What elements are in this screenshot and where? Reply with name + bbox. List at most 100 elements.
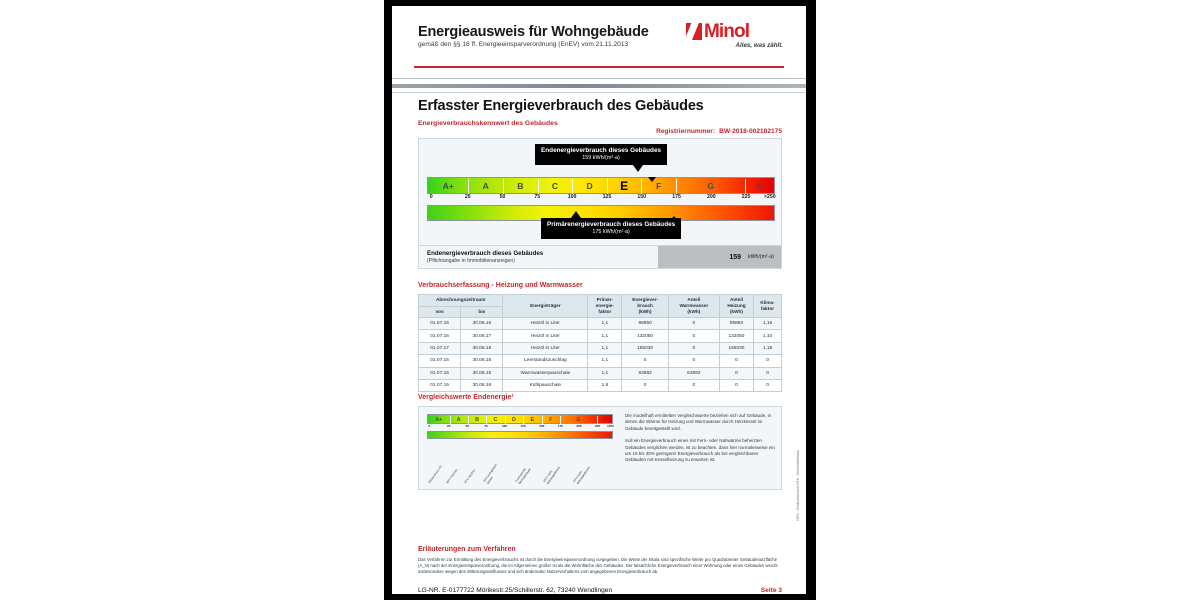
callout-primaerenergie-value: 175 kWh/(m²·a) <box>592 229 630 235</box>
cell-climate: 0 <box>753 354 782 368</box>
col-cons-l1: Energiever- <box>632 297 658 302</box>
comparison-explanation: Die modellhaft ermittelten Vergleichswer… <box>625 413 775 464</box>
cmp-tick-200: 200 <box>576 424 582 428</box>
cell-carrier: Warmwasserpauschale <box>502 366 589 380</box>
comparison-scale: A+ A B C D E F G H 0 25 50 75 <box>427 414 614 439</box>
cmp-class-divider <box>449 415 451 425</box>
cmp-tick-125: 125 <box>520 424 526 428</box>
scale-footer-line1: Endenergieverbrauch dieses Gebäudes <box>427 250 544 257</box>
col-pef: Primär- energie- faktor <box>587 294 623 318</box>
energy-class-f: F <box>656 181 662 191</box>
energy-class-bar: A+ A B C D E F G H <box>427 177 775 194</box>
scale-footer-labels: Endenergieverbrauch dieses Gebäudes (Pfl… <box>427 250 543 264</box>
table-row: 01.07.15 30.06.16 Heizöl in Liter 1,1 96850 0… <box>417 316 782 331</box>
document-body: Erfasster Energieverbrauch des Gebäudes … <box>392 98 806 594</box>
explanation-heading: Erläuterungen zum Verfahren <box>418 546 516 553</box>
class-divider <box>641 179 643 194</box>
col-period-from: von <box>417 305 462 318</box>
tick-25: 25 <box>464 194 471 200</box>
cmp-tick-50: 50 <box>465 424 470 428</box>
cell-pef: 1,1 <box>587 341 623 356</box>
header-gradient-bar <box>392 84 806 88</box>
cell-to: 30.06.18 <box>460 378 504 393</box>
header-grey-rule-bottom <box>392 92 806 93</box>
cell-to: 30.06.18 <box>460 354 504 368</box>
cmp-tick-25: 25 <box>447 424 451 428</box>
col-pef-l1: Primär- <box>596 297 614 302</box>
cmp-class-divider <box>596 415 598 425</box>
class-divider <box>537 179 539 194</box>
col-cons-l2: brauch <box>637 303 653 308</box>
cell-pef: 1,1 <box>587 316 623 331</box>
table-row: 01.07.15 30.06.18 Leerstandszuschlag 1,1 0 0 0… <box>417 354 782 368</box>
tick-225: 225 <box>741 194 751 200</box>
col-pef-l3: faktor <box>598 309 612 314</box>
class-divider <box>606 179 608 194</box>
registration-label: Registriernummer: <box>656 128 716 135</box>
col-heat-l2: Heizung <box>727 303 746 308</box>
cell-heating: 155030 <box>718 341 755 356</box>
comparison-category: Effizienzhaus 40 <box>427 465 443 485</box>
cell-carrier: Heizöl in Liter <box>502 341 589 356</box>
cmp-tick-175: 175 <box>557 424 563 428</box>
header-title: Energieausweis für Wohngebäude <box>418 24 649 40</box>
scale-footer-line2: (Pflichtangabe in Immobilienanzeigen) <box>427 258 515 264</box>
cell-climate: 1,19 <box>753 341 782 356</box>
energy-scale-panel: Endenergieverbrauch dieses Gebäudes 159 … <box>418 138 782 269</box>
col-climate: Klima- faktor <box>753 294 782 318</box>
table-row: 01.07.17 30.06.18 Heizöl in Liter 1,1 155030… <box>417 341 782 356</box>
tick-150: 150 <box>637 194 647 200</box>
tick-100: 100 <box>567 194 577 200</box>
cmp-class-f: F <box>549 417 553 423</box>
col-heat-l1: Anteil <box>729 297 743 302</box>
class-divider <box>676 179 678 194</box>
cmp-tick-250: >250 <box>606 424 614 428</box>
endenergie-marker-icon <box>648 177 657 182</box>
comparison-paragraph-1: Die modellhaft ermittelten Vergleichswer… <box>625 413 772 431</box>
energy-scale-bars: A+ A B C D E F G H 0 25 50 <box>427 177 776 221</box>
header-grey-rule-top <box>392 78 806 79</box>
cell-from: 01.07.15 <box>417 354 462 368</box>
comparison-category-labels: Effizienzhaus 40 MFH Neubau EFH Neubau EFH … <box>427 443 617 487</box>
energy-class-b: B <box>517 181 524 191</box>
cell-from: 01.07.16 <box>417 329 462 343</box>
cell-hot-water: 63692 <box>667 366 720 380</box>
scale-footer-unit: kWh/(m²·a) <box>748 254 774 260</box>
cell-consumption: 0 <box>621 378 669 393</box>
table-header-row: Abrechnungszeitraum Energieträger Primär… <box>417 294 782 318</box>
cmp-class-divider <box>486 415 487 425</box>
cell-climate: 1,10 <box>753 329 782 343</box>
comparison-class-bar: A+ A B C D E F G H <box>427 414 613 425</box>
cell-heating: 96850 <box>718 316 755 331</box>
cmp-class-divider <box>523 415 524 425</box>
comparison-ticks: 0 25 50 75 100 125 150 175 200 225 >250 <box>427 424 613 430</box>
cmp-class-d: D <box>511 417 516 423</box>
cell-hot-water: 0 <box>667 316 720 331</box>
comparison-panel: A+ A B C D E F G H 0 25 50 75 <box>418 406 782 490</box>
cmp-class-divider <box>559 415 561 425</box>
logo-row: Minol <box>686 21 784 42</box>
document-header: Energieausweis für Wohngebäude gemäß den… <box>392 14 806 66</box>
cmp-tick-225: 225 <box>594 424 601 428</box>
energy-class-d: D <box>586 181 593 191</box>
col-hw-l1: Anteil <box>687 297 701 302</box>
cell-carrier: Heizöl in Liter <box>502 329 589 343</box>
cmp-class-a: A <box>456 417 461 423</box>
consumption-table-head: Abrechnungszeitraum Energieträger Primär… <box>417 294 782 318</box>
cell-to: 30.06.16 <box>460 316 504 331</box>
cell-carrier: Leerstandszuschlag <box>502 354 589 368</box>
cell-pef: 1,8 <box>587 378 623 393</box>
col-period: Abrechnungszeitraum <box>417 294 504 307</box>
cell-consumption: 0 <box>621 354 669 368</box>
col-hw-l3: (kWh) <box>687 309 701 314</box>
col-clim-l2: faktor <box>761 306 775 311</box>
col-heat-l3: (kWh) <box>729 309 743 314</box>
logo-wordmark: Minol <box>704 21 750 42</box>
cell-climate: 0 <box>753 366 782 380</box>
class-divider <box>503 179 505 194</box>
cell-carrier: Kühlpauschale <box>502 378 589 393</box>
page-title: Erfasster Energieverbrauch des Gebäudes <box>418 98 704 114</box>
tick-125: 125 <box>602 194 612 200</box>
cmp-class-b: B <box>475 417 480 423</box>
